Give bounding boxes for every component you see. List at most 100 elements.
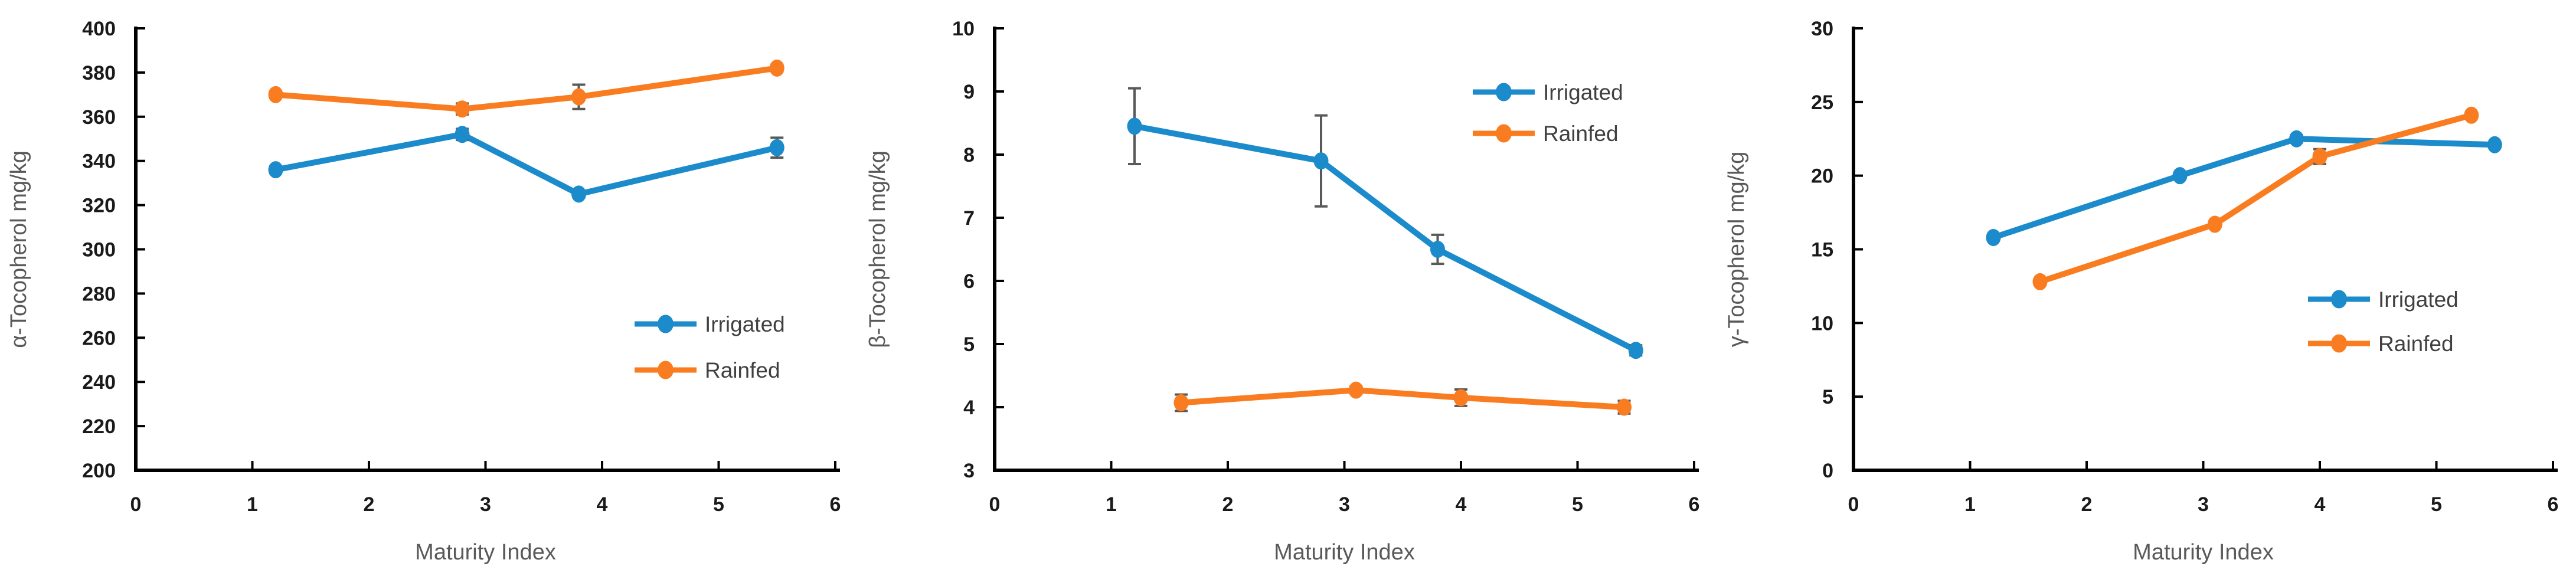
series-line-irrigated — [1132, 123, 1639, 353]
y-tick-label: 200 — [82, 460, 116, 482]
beta-tocopherol-panel: 3 4 5 6 7 8 9 10 0 1 2 3 4 5 6 Maturity Index β-Tocopher… — [859, 0, 1718, 573]
x-axis-title: Maturity Index — [2133, 540, 2274, 565]
data-point-irrigated — [268, 161, 283, 179]
y-tick-label: 300 — [82, 239, 116, 261]
y-tick-label: 10 — [952, 18, 975, 40]
y-tick-label: 8 — [963, 144, 975, 166]
legend-marker-irrigated — [658, 315, 674, 333]
alpha-tocopherol-chart: 200 220 240 260 280 300 320 340 360 380 400 0 1 2 3 4 5 6… — [6, 18, 841, 565]
y-tick-label: 5 — [963, 333, 975, 356]
legend-item-rainfed: Rainfed — [635, 358, 780, 382]
legend-label-rainfed: Rainfed — [2378, 332, 2454, 356]
data-point-rainfed — [2032, 273, 2048, 290]
x-tick-label: 2 — [364, 493, 375, 516]
legend: Irrigated Rainfed — [2308, 287, 2459, 356]
data-point-rainfed — [1348, 381, 1364, 399]
y-tick-label: 15 — [1811, 239, 1833, 261]
legend-label-irrigated: Irrigated — [2378, 287, 2459, 312]
series-line-rainfed — [2037, 112, 2474, 285]
data-point-irrigated — [455, 126, 470, 143]
y-tick-label: 4 — [963, 397, 975, 419]
x-tick-label: 4 — [1456, 493, 1467, 516]
x-tick-label: 1 — [247, 493, 258, 516]
series-line-irrigated — [273, 131, 780, 197]
y-tick-label: 320 — [82, 195, 116, 217]
data-point-rainfed — [2312, 148, 2327, 165]
data-point-rainfed — [1173, 394, 1189, 412]
series-line-irrigated — [1990, 136, 2498, 241]
data-point-irrigated — [1127, 117, 1142, 135]
data-point-rainfed — [2207, 215, 2222, 233]
y-tick-label: 3 — [963, 460, 975, 482]
data-point-irrigated — [1313, 152, 1329, 170]
data-point-rainfed — [1617, 398, 1632, 416]
y-tick-label: 240 — [82, 371, 116, 394]
y-tick-label: 340 — [82, 150, 116, 173]
legend-label-irrigated: Irrigated — [1543, 80, 1623, 104]
alpha-tocopherol-panel: 200 220 240 260 280 300 320 340 360 380 400 0 1 2 3 4 5 6… — [0, 0, 859, 573]
data-point-rainfed — [769, 59, 784, 77]
y-tick-label: 7 — [963, 207, 975, 230]
gamma-tocopherol-panel: 0 5 10 15 20 25 30 0 1 2 3 4 5 6 Maturity Index γ-Tocop… — [1718, 0, 2576, 573]
x-tick-label: 4 — [2315, 493, 2326, 516]
x-tick-label: 6 — [830, 493, 841, 516]
y-tick-label: 6 — [963, 270, 975, 293]
x-tick-label: 3 — [1339, 493, 1350, 516]
legend-marker-rainfed — [2331, 334, 2347, 353]
y-tick-label: 360 — [82, 106, 116, 129]
x-tick-label: 2 — [1222, 493, 1234, 516]
y-tick-label: 9 — [963, 81, 975, 103]
legend-item-rainfed: Rainfed — [1473, 122, 1619, 146]
data-point-rainfed — [1453, 389, 1469, 407]
legend-item-irrigated: Irrigated — [635, 312, 785, 336]
data-point-irrigated — [1430, 241, 1445, 258]
legend-label-rainfed: Rainfed — [705, 358, 780, 382]
y-tick-label: 260 — [82, 327, 116, 349]
y-tick-label: 280 — [82, 283, 116, 305]
data-point-rainfed — [268, 86, 283, 103]
data-point-irrigated — [2487, 136, 2502, 153]
y-tick-label: 25 — [1811, 91, 1833, 114]
x-tick-label: 4 — [597, 493, 608, 516]
legend-item-irrigated: Irrigated — [1473, 80, 1623, 104]
data-point-irrigated — [1628, 342, 1643, 359]
legend-label-irrigated: Irrigated — [705, 312, 785, 336]
y-tick-label: 0 — [1822, 460, 1833, 482]
x-tick-label: 5 — [1572, 493, 1583, 516]
data-point-irrigated — [2289, 130, 2304, 148]
data-point-irrigated — [2172, 167, 2188, 185]
data-point-irrigated — [769, 139, 784, 156]
x-tick-label: 0 — [1848, 493, 1859, 516]
y-tick-label: 30 — [1811, 18, 1833, 40]
legend: Irrigated Rainfed — [635, 312, 785, 382]
beta-tocopherol-chart: 3 4 5 6 7 8 9 10 0 1 2 3 4 5 6 Maturity Index β-Tocopher… — [865, 18, 1700, 565]
legend-marker-irrigated — [2331, 290, 2347, 309]
data-point-irrigated — [571, 185, 586, 203]
y-tick-label: 20 — [1811, 165, 1833, 188]
x-tick-label: 0 — [130, 493, 142, 516]
y-tick-label: 380 — [82, 62, 116, 84]
y-axis-title: β-Tocopherol mg/kg — [865, 150, 890, 348]
legend-marker-rainfed — [1496, 124, 1512, 143]
x-tick-label: 6 — [1689, 493, 1700, 516]
series-line-rainfed — [1178, 387, 1627, 410]
y-tick-label: 400 — [82, 18, 116, 40]
data-point-rainfed — [571, 88, 586, 106]
x-tick-label: 0 — [989, 493, 1001, 516]
legend-marker-irrigated — [1496, 83, 1512, 101]
y-tick-label: 10 — [1811, 312, 1833, 335]
data-point-rainfed — [2464, 106, 2479, 124]
y-axis-title: γ-Tocopherol mg/kg — [1724, 152, 1749, 348]
x-tick-label: 1 — [1106, 493, 1117, 516]
legend: Irrigated Rainfed — [1473, 80, 1623, 146]
series-line-rainfed — [273, 65, 780, 112]
legend-item-rainfed: Rainfed — [2308, 332, 2454, 356]
legend-item-irrigated: Irrigated — [2308, 287, 2459, 312]
legend-marker-rainfed — [658, 361, 674, 379]
x-tick-label: 3 — [480, 493, 491, 516]
y-tick-label: 220 — [82, 415, 116, 438]
x-tick-label: 1 — [1964, 493, 1976, 516]
x-tick-label: 3 — [2198, 493, 2209, 516]
gamma-tocopherol-chart: 0 5 10 15 20 25 30 0 1 2 3 4 5 6 Maturity Index γ-Tocop… — [1724, 18, 2558, 565]
